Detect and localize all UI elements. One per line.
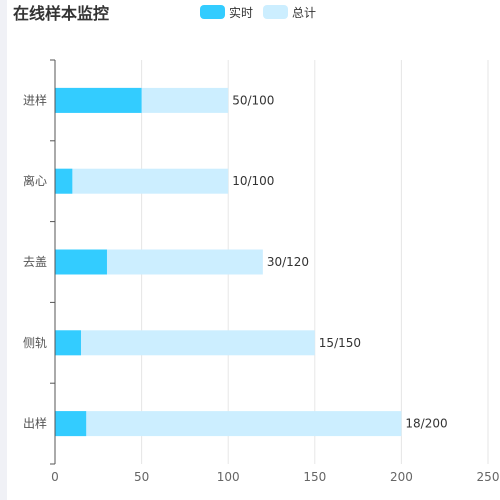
data-label-1: 10/100 (232, 174, 274, 188)
legend-item-realtime[interactable]: 实时 (200, 4, 253, 21)
x-tick-label-50: 50 (134, 470, 149, 484)
category-label-4: 出样 (23, 416, 47, 431)
data-label-3: 15/150 (319, 336, 361, 350)
bar-realtime-0 (55, 87, 142, 113)
bar-realtime-4 (55, 411, 87, 437)
data-label-2: 30/120 (267, 255, 309, 269)
category-label-0: 进样 (23, 92, 47, 107)
category-label-3: 侧轨 (23, 336, 47, 350)
legend: 实时 总计 (200, 4, 326, 20)
label-layer: 50/100 进样 10/100 离心 30/120 去盖 15/150 侧轨 18/200 出样… (23, 92, 499, 484)
bar-layer (55, 87, 402, 437)
x-tick-label-0: 0 (51, 470, 59, 484)
data-label-0: 50/100 (232, 93, 274, 107)
axis-layer (50, 59, 56, 465)
bar-realtime-2 (55, 249, 107, 275)
legend-swatch-total (263, 5, 289, 19)
bar-realtime-1 (55, 168, 73, 194)
category-label-2: 去盖 (23, 255, 47, 269)
x-tick-label-200: 200 (390, 470, 413, 484)
legend-label-realtime: 实时 (229, 5, 254, 20)
x-tick-label-100: 100 (217, 470, 240, 484)
bar-total-4 (55, 411, 402, 437)
data-label-4: 18/200 (405, 417, 447, 431)
legend-label-total: 总计 (292, 5, 317, 20)
legend-swatch-realtime (200, 5, 225, 19)
chart-title: 在线样本监控 (13, 4, 110, 23)
bar-total-1 (55, 168, 229, 194)
left-edge-strip (0, 0, 7, 500)
legend-item-total[interactable]: 总计 (263, 4, 316, 21)
category-label-1: 离心 (23, 173, 47, 188)
x-tick-label-150: 150 (303, 470, 326, 484)
bar-realtime-3 (55, 330, 81, 356)
x-tick-label-250: 250 (477, 470, 500, 484)
bar-total-3 (55, 330, 315, 356)
